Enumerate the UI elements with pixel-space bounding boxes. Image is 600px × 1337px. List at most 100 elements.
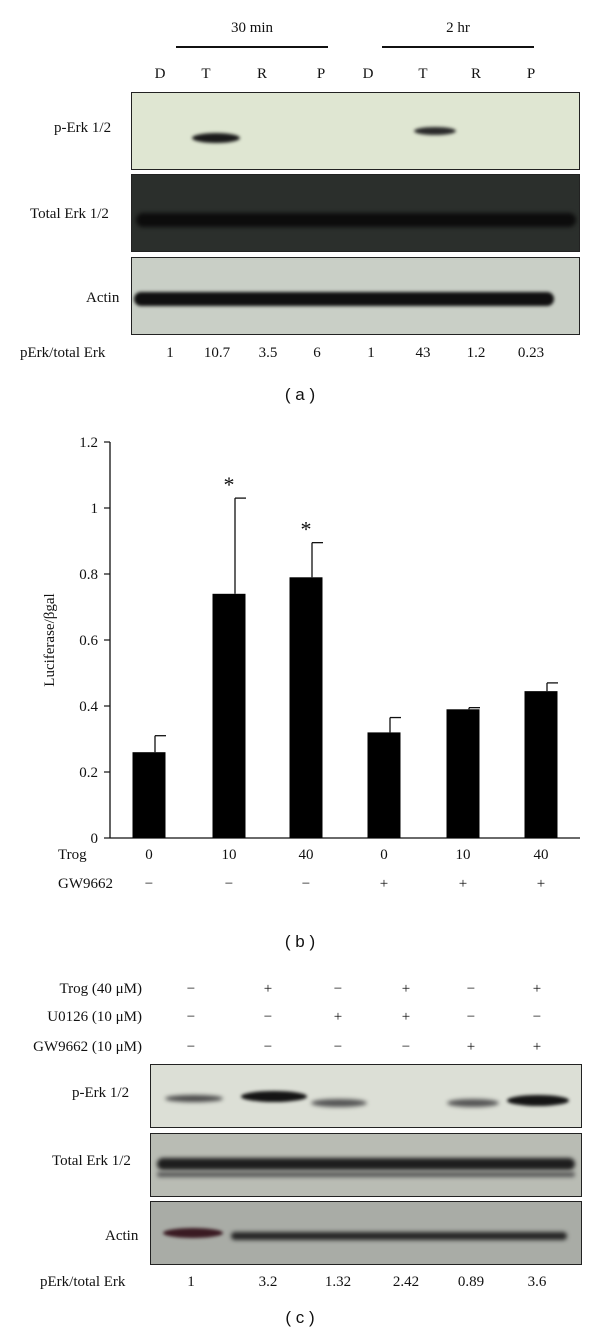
condition-value: −	[466, 1009, 476, 1025]
trog-value: 10	[221, 847, 237, 863]
ratio-value: 3.2	[258, 1274, 278, 1290]
ratio-value: 1.2	[466, 345, 486, 361]
condition-value: +	[466, 1039, 476, 1055]
time-group-2hr: 2 hr	[446, 20, 470, 36]
condition-value: +	[532, 1039, 542, 1055]
ratio-value: 1	[187, 1274, 195, 1290]
band	[157, 1172, 575, 1177]
gw-value: +	[379, 876, 389, 892]
lane-label: D	[154, 66, 166, 82]
band	[231, 1232, 567, 1240]
blot-perk	[131, 92, 580, 170]
ratio-value: 0.23	[517, 345, 545, 361]
condition-value: −	[263, 1039, 273, 1055]
lane-label: P	[316, 66, 326, 82]
ratio-value: 3.5	[258, 345, 278, 361]
row-label-actin-c: Actin	[105, 1228, 139, 1244]
lane-label: D	[362, 66, 374, 82]
ratio-value: 10.7	[203, 345, 231, 361]
condition-value: +	[263, 981, 273, 997]
ratio-value: 1	[166, 345, 174, 361]
condition-value: −	[263, 1009, 273, 1025]
significance-marker: *	[224, 472, 235, 497]
condition-value: −	[466, 981, 476, 997]
bar	[212, 593, 246, 838]
row-label-trog: Trog	[58, 847, 87, 863]
ratio-value: 43	[415, 345, 431, 361]
y-tick-label: 1.2	[79, 435, 98, 451]
gw-value: −	[224, 876, 234, 892]
y-tick-label: 0.2	[79, 765, 98, 781]
caption-c: ( c )	[285, 1308, 315, 1327]
band	[507, 1095, 569, 1106]
ratio-label-c: pErk/total Erk	[40, 1274, 126, 1290]
gw-value: +	[536, 876, 546, 892]
row-label-perk-c: p-Erk 1/2	[72, 1085, 130, 1101]
blot-perk-c	[150, 1064, 582, 1128]
y-tick-label: 0.6	[79, 633, 98, 649]
row-label-total-erk: Total Erk 1/2	[30, 206, 109, 222]
bar	[446, 709, 480, 838]
band	[165, 1095, 223, 1102]
condition-value: +	[532, 981, 542, 997]
bar	[132, 752, 166, 838]
band	[192, 133, 240, 143]
ratio-value: 6	[313, 345, 321, 361]
condition-value: −	[532, 1009, 542, 1025]
y-tick-label: 0.4	[79, 699, 98, 715]
row-label-perk: p-Erk 1/2	[54, 120, 112, 136]
caption-b: ( b )	[284, 932, 316, 951]
band	[447, 1099, 499, 1107]
y-axis-label: Luciferase/βgal	[42, 593, 58, 686]
ratio-label: pErk/total Erk	[20, 345, 106, 361]
y-tick-label: 1	[91, 501, 99, 517]
gw-value: −	[301, 876, 311, 892]
band	[136, 213, 576, 227]
gw-value: −	[144, 876, 154, 892]
blot-actin	[131, 257, 580, 335]
row-label-total-erk-c: Total Erk 1/2	[52, 1153, 131, 1169]
caption-a: ( a )	[284, 385, 316, 404]
time-group-30min: 30 min	[230, 20, 274, 36]
ratio-value: 2.42	[392, 1274, 420, 1290]
y-tick-label: 0.8	[79, 567, 98, 583]
condition-value: −	[186, 981, 196, 997]
lane-label: T	[418, 66, 428, 82]
condition-value: +	[401, 981, 411, 997]
trog-value: 0	[145, 847, 153, 863]
trog-value: 0	[380, 847, 388, 863]
band	[241, 1091, 307, 1102]
bar	[289, 577, 323, 838]
time-group-30min-line	[176, 46, 328, 48]
blot-actin-c	[150, 1201, 582, 1265]
condition-value: −	[333, 1039, 343, 1055]
blot-total-erk	[131, 174, 580, 252]
trog-value: 10	[455, 847, 471, 863]
bar	[367, 732, 401, 838]
band	[157, 1158, 575, 1170]
band	[163, 1228, 223, 1238]
condition-value: −	[186, 1039, 196, 1055]
band	[311, 1099, 367, 1107]
significance-marker: *	[301, 517, 312, 542]
ratio-value: 1	[367, 345, 375, 361]
condition-value: +	[401, 1009, 411, 1025]
condition-value: −	[186, 1009, 196, 1025]
ratio-value: 3.6	[527, 1274, 547, 1290]
lane-label: T	[201, 66, 211, 82]
condition-value: +	[333, 1009, 343, 1025]
row-label-actin: Actin	[86, 290, 120, 306]
lane-label: R	[470, 66, 482, 82]
y-tick-label: 0	[91, 831, 99, 847]
condition-value: −	[333, 981, 343, 997]
band	[414, 127, 456, 135]
band	[134, 292, 554, 306]
trog-value: 40	[533, 847, 549, 863]
time-group-2hr-line	[382, 46, 534, 48]
lane-label: P	[526, 66, 536, 82]
bar-chart: 0 0.2 0.4 0.6 0.8 1 1.2 Luciferase/βgal * *	[42, 435, 580, 847]
condition-label-trog: Trog (40 μM)	[59, 981, 143, 997]
lane-label: R	[256, 66, 268, 82]
condition-label-u0126: U0126 (10 μM)	[47, 1009, 142, 1025]
bar	[524, 691, 558, 838]
